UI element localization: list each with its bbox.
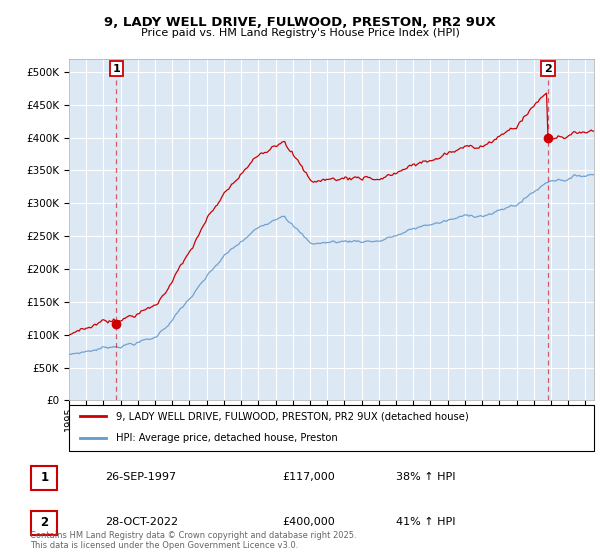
FancyBboxPatch shape bbox=[31, 511, 58, 535]
Text: 2: 2 bbox=[40, 516, 49, 529]
Text: 41% ↑ HPI: 41% ↑ HPI bbox=[396, 517, 455, 527]
Text: £117,000: £117,000 bbox=[282, 473, 335, 482]
FancyBboxPatch shape bbox=[31, 466, 58, 490]
Text: 9, LADY WELL DRIVE, FULWOOD, PRESTON, PR2 9UX: 9, LADY WELL DRIVE, FULWOOD, PRESTON, PR… bbox=[104, 16, 496, 29]
Text: Contains HM Land Registry data © Crown copyright and database right 2025.
This d: Contains HM Land Registry data © Crown c… bbox=[30, 530, 356, 550]
Text: HPI: Average price, detached house, Preston: HPI: Average price, detached house, Pres… bbox=[116, 433, 338, 443]
FancyBboxPatch shape bbox=[69, 405, 594, 451]
Text: £400,000: £400,000 bbox=[282, 517, 335, 527]
Text: 1: 1 bbox=[40, 472, 49, 484]
Text: 9, LADY WELL DRIVE, FULWOOD, PRESTON, PR2 9UX (detached house): 9, LADY WELL DRIVE, FULWOOD, PRESTON, PR… bbox=[116, 412, 469, 421]
Text: Price paid vs. HM Land Registry's House Price Index (HPI): Price paid vs. HM Land Registry's House … bbox=[140, 28, 460, 38]
Text: 38% ↑ HPI: 38% ↑ HPI bbox=[396, 473, 455, 482]
Text: 2: 2 bbox=[544, 64, 552, 74]
Text: 1: 1 bbox=[112, 64, 120, 74]
Text: 26-SEP-1997: 26-SEP-1997 bbox=[105, 473, 176, 482]
Text: 28-OCT-2022: 28-OCT-2022 bbox=[105, 517, 178, 527]
